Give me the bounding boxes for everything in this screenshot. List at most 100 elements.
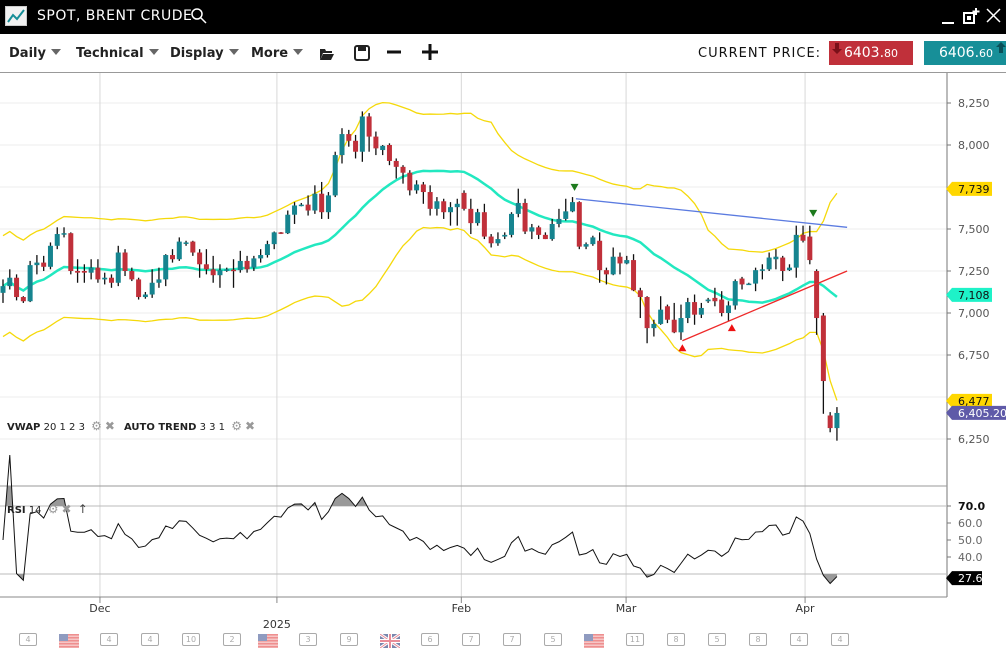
calendar-event-icon[interactable]: 4 — [141, 633, 161, 647]
candle-down — [820, 315, 826, 382]
candle-up — [786, 267, 792, 271]
menu-display[interactable]: Display — [170, 46, 239, 61]
candle-up — [298, 204, 304, 207]
candle-up — [753, 270, 759, 284]
sell-price-button[interactable]: 6403.80 — [829, 41, 913, 65]
candle-up — [325, 195, 331, 213]
title-bar: SPOT, BRENT CRUDE — [0, 0, 1006, 34]
candle-down — [108, 277, 114, 283]
calendar-event-icon[interactable]: 4 — [100, 633, 120, 647]
candle-up — [47, 245, 53, 267]
candle-down — [346, 134, 352, 141]
candle-down — [536, 227, 542, 235]
buy-price-button[interactable]: 6406.60 — [924, 41, 1006, 65]
close-icon[interactable]: ✖ — [244, 419, 256, 433]
candle-up — [746, 283, 752, 286]
candle-down — [373, 136, 379, 149]
calendar-event-icon[interactable]: 8 — [667, 633, 687, 647]
calendar-event-icon[interactable]: 4 — [19, 633, 39, 647]
candle-up — [570, 202, 576, 212]
candle-down — [800, 234, 806, 241]
calendar-event-icon[interactable]: 8 — [749, 633, 769, 647]
candle-up — [142, 294, 148, 298]
candle-up — [563, 211, 569, 219]
save-icon[interactable] — [354, 45, 370, 65]
calendar-event-icon[interactable]: 9 — [340, 633, 360, 647]
close-icon[interactable]: ✖ — [61, 502, 72, 516]
candle-up — [264, 244, 270, 256]
lower-band-line — [2, 226, 838, 401]
candle-up — [658, 309, 664, 324]
calendar-event-icon[interactable]: 6 — [421, 633, 441, 647]
resistance-trend-line — [575, 198, 848, 228]
candle-down — [637, 290, 643, 298]
candle-down — [20, 297, 26, 302]
menu-daily[interactable]: Daily — [9, 46, 61, 61]
candle-down — [244, 260, 250, 270]
candle-up — [414, 184, 420, 191]
sell-price-main: 6403. — [843, 45, 885, 61]
price-tag-label: 7,108 — [958, 289, 990, 302]
us-flag-icon[interactable] — [59, 633, 79, 648]
price-tag — [946, 181, 992, 196]
candle-down — [644, 297, 650, 329]
candle-up — [237, 260, 243, 271]
x-tick-label: Mar — [616, 602, 637, 615]
zoom-out-icon[interactable] — [386, 44, 402, 64]
arrow-down-icon — [832, 43, 842, 54]
candle-up — [834, 412, 840, 429]
menu-technical[interactable]: Technical — [76, 46, 159, 61]
calendar-icon: 6 — [421, 633, 439, 646]
candle-down — [75, 271, 81, 273]
candle-down — [136, 279, 142, 298]
close-icon[interactable] — [985, 6, 1003, 30]
sell-signal-triangle-icon — [809, 209, 818, 217]
calendar-event-icon[interactable]: 7 — [462, 633, 482, 647]
zoom-in-icon[interactable] — [421, 44, 439, 66]
rsi-y-tick-label: 70.0 — [958, 500, 985, 513]
candle-down — [617, 256, 623, 264]
calendar-event-icon[interactable]: 10 — [182, 633, 202, 647]
calendar-event-icon[interactable]: 5 — [708, 633, 728, 647]
calendar-event-icon[interactable]: 11 — [626, 633, 646, 647]
arrow-up-icon[interactable]: ↑ — [77, 502, 88, 516]
search-icon[interactable] — [190, 7, 208, 29]
uk-flag-icon[interactable] — [379, 632, 401, 650]
gear-icon[interactable]: ⚙ — [47, 502, 59, 516]
calendar-event-icon[interactable]: 3 — [299, 633, 319, 647]
candle-down — [231, 269, 237, 272]
candle-up — [183, 242, 189, 244]
us-flag-icon[interactable] — [584, 633, 604, 648]
x-tick-label: Feb — [452, 602, 471, 615]
candle-down — [278, 232, 284, 234]
calendar-icon: 2 — [223, 633, 241, 646]
calendar-event-icon[interactable]: 2 — [223, 633, 243, 647]
folder-open-icon[interactable] — [319, 46, 335, 65]
calendar-event-icon[interactable]: 4 — [790, 633, 810, 647]
minimize-icon[interactable] — [940, 6, 956, 30]
calendar-event-icon[interactable]: 7 — [503, 633, 523, 647]
rsi-y-tick-label: 40.0 — [958, 551, 983, 564]
toolbar: Daily Technical Display More CURRENT PRI… — [0, 34, 1006, 73]
candle-up — [556, 218, 562, 224]
candle-up — [217, 270, 223, 276]
calendar-event-icon[interactable]: 4 — [831, 633, 851, 647]
calendar-icon: 11 — [626, 633, 644, 646]
menu-label: Daily — [9, 46, 46, 61]
y-tick-label: 6,750 — [958, 349, 990, 362]
candle-down — [827, 415, 833, 429]
us-flag-icon[interactable] — [258, 633, 278, 648]
gear-icon[interactable]: ⚙ — [91, 419, 102, 433]
candle-up — [7, 277, 13, 287]
close-icon[interactable]: ✖ — [104, 419, 115, 433]
candle-up — [773, 256, 779, 260]
candle-down — [597, 240, 603, 271]
candle-up — [705, 299, 711, 302]
calendar-icon: 8 — [749, 633, 767, 646]
menu-more[interactable]: More — [251, 46, 304, 61]
gear-icon[interactable]: ⚙ — [231, 419, 242, 433]
candle-down — [542, 234, 548, 240]
calendar-event-icon[interactable]: 5 — [544, 633, 564, 647]
popout-icon[interactable] — [962, 6, 980, 30]
